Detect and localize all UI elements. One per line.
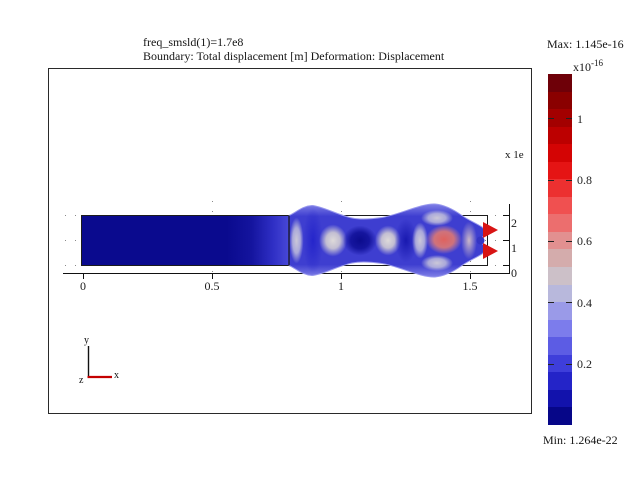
y-tick-label: 0: [511, 266, 517, 280]
colorbar-tick-mark: [566, 118, 572, 119]
plot-title-line2: Boundary: Total displacement [m] Deforma…: [143, 49, 445, 63]
colorbar-tick-mark: [548, 241, 554, 242]
colorbar-tick-mark: [548, 180, 554, 181]
colorbar-scale-label: x10-16: [573, 58, 603, 75]
colorbar-scale-base: x10: [573, 60, 591, 74]
lobe-dark-band: [395, 218, 417, 263]
lobe-salmon-max: [426, 225, 462, 254]
x-axis-tick: [212, 274, 213, 279]
max-value-label: Max: 1.145e-16: [547, 37, 624, 51]
min-value-label: Min: 1.264e-22: [543, 433, 618, 447]
x-axis-tick: [83, 274, 84, 279]
colorbar-scale-exponent: -16: [591, 58, 603, 68]
y-tick-label: 2: [511, 216, 517, 230]
plot-title: freq_smsld(1)=1.7e8 Boundary: Total disp…: [143, 35, 444, 63]
lobe-pale-fringe: [421, 255, 453, 271]
lobe-navy-oval: [343, 225, 377, 256]
colorbar-tick-mark: [566, 180, 572, 181]
x-tick-label: 1: [338, 279, 344, 293]
y-axis-tick: [503, 240, 509, 241]
lobe-blue-band: [303, 207, 323, 274]
triad-x-label: x: [114, 370, 119, 381]
y-axis-scale-label: x 1e: [505, 149, 524, 161]
colorbar-tick-mark: [548, 302, 554, 303]
triad-z-label: z: [79, 375, 84, 386]
plot-frame[interactable]: [48, 68, 532, 414]
colorbar-tick-label: 0.4: [577, 296, 592, 310]
beam-outline: [81, 215, 488, 266]
colorbar-tick-mark: [566, 241, 572, 242]
beam-left-domain: [82, 216, 289, 265]
lobe-pale-band: [289, 217, 304, 264]
y-axis-line: [509, 204, 510, 274]
colorbar-tick-label: 0.6: [577, 234, 592, 248]
triad-y-label: y: [84, 335, 89, 346]
y-axis-tick: [503, 265, 509, 266]
lobe-pale-oval: [375, 225, 401, 256]
plot-title-line1: freq_smsld(1)=1.7e8: [143, 35, 244, 49]
colorbar-tick-label: 1: [577, 112, 583, 126]
colorbar-tick-label: 0.2: [577, 357, 592, 371]
lobe-pale-band: [412, 222, 428, 259]
x-tick-label: 1.5: [462, 279, 478, 293]
colorbar-tick-mark: [566, 364, 572, 365]
x-axis-line: [63, 273, 509, 274]
x-axis-tick: [470, 274, 471, 279]
y-axis-tick: [503, 215, 509, 216]
x-tick-label: 0: [80, 279, 86, 293]
colorbar-tick-mark: [548, 118, 554, 119]
lobe-pale-pink-band: [461, 221, 477, 260]
x-tick-label: 0.5: [204, 279, 220, 293]
colorbar-gradient: [548, 74, 572, 425]
lobe-white-oval: [319, 224, 347, 257]
lobe-pale-fringe: [421, 210, 453, 226]
x-axis-tick: [341, 274, 342, 279]
lobe-blue-dot: [476, 236, 485, 245]
colorbar-tick-mark: [548, 364, 554, 365]
colorbar-tick-mark: [566, 302, 572, 303]
max-displacement-arrow-lower-icon: [483, 243, 498, 259]
max-displacement-arrow-upper-icon: [483, 222, 498, 238]
colorbar-tick-label: 0.8: [577, 173, 592, 187]
y-tick-label: 1: [511, 241, 517, 255]
